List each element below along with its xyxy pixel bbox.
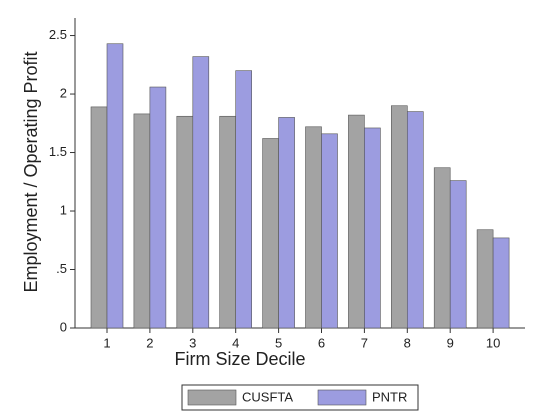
x-tick-label: 1 xyxy=(103,335,110,350)
bar xyxy=(262,138,279,329)
legend-label: CUSFTA xyxy=(242,389,293,404)
x-tick-label: 8 xyxy=(404,335,411,350)
bar xyxy=(390,105,408,329)
bar xyxy=(176,115,194,329)
y-tick-label: 2.5 xyxy=(49,27,67,42)
x-tick-label: 9 xyxy=(447,335,454,350)
legend-swatch xyxy=(317,389,367,406)
bar xyxy=(492,237,510,329)
x-tick-label: 7 xyxy=(361,335,368,350)
y-tick-label: 0 xyxy=(60,319,67,334)
bar xyxy=(219,115,236,329)
x-tick-label: 4 xyxy=(232,335,239,350)
x-tick-label: 6 xyxy=(318,335,325,350)
bar xyxy=(433,167,451,329)
bar xyxy=(406,111,424,329)
bar xyxy=(364,127,381,329)
bar xyxy=(106,43,124,329)
bar xyxy=(449,180,467,329)
bar xyxy=(133,113,151,329)
bar xyxy=(305,126,322,329)
legend-swatch xyxy=(187,389,237,406)
x-axis-label: Firm Size Decile xyxy=(174,349,305,369)
bar xyxy=(321,133,338,329)
bar xyxy=(192,56,210,329)
y-axis-label: Employment / Operating Profit xyxy=(21,51,41,292)
bar xyxy=(149,86,167,329)
legend-label: PNTR xyxy=(372,389,407,404)
y-tick-label: 1.5 xyxy=(49,144,67,159)
x-tick-label: 2 xyxy=(146,335,153,350)
bar xyxy=(235,70,252,329)
y-tick-label: 2 xyxy=(60,85,67,100)
bar xyxy=(476,229,494,329)
bar xyxy=(90,106,108,329)
y-tick-label: 1 xyxy=(60,202,67,217)
y-tick-label: .5 xyxy=(56,261,67,276)
bar xyxy=(278,117,295,329)
x-tick-label: 10 xyxy=(486,335,500,350)
x-tick-label: 3 xyxy=(189,335,196,350)
bar xyxy=(348,114,365,329)
x-tick-label: 5 xyxy=(275,335,282,350)
